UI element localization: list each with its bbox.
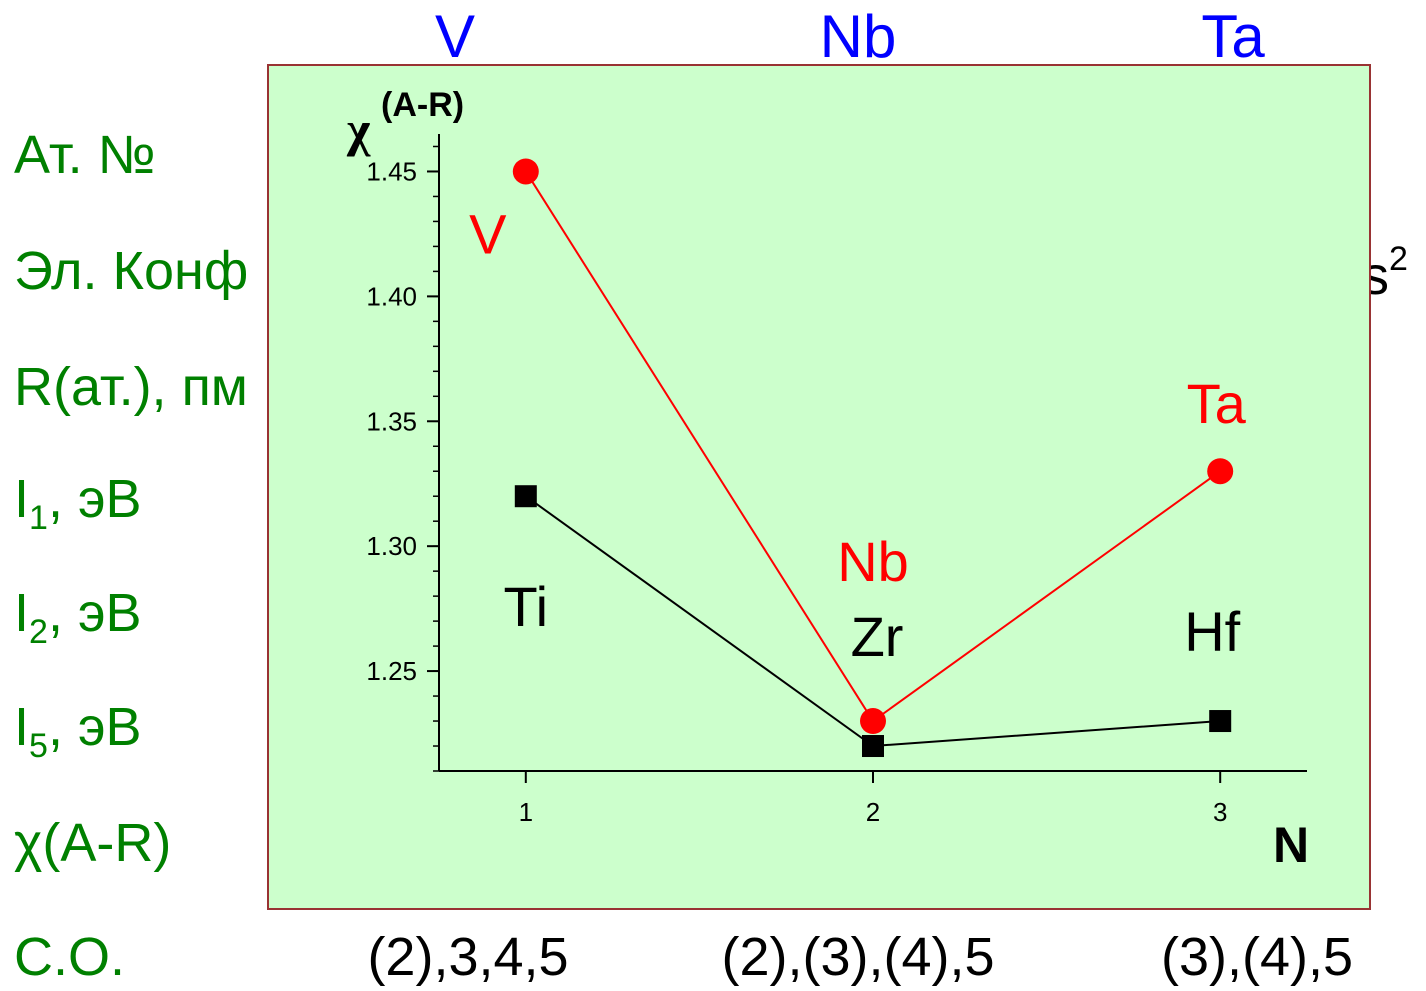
oxidation-states-v: (2),3,4,5	[367, 927, 569, 987]
y-tick-label: 1.45	[366, 156, 417, 186]
column-header-v: V	[434, 3, 476, 70]
point-label-ta: Ta	[1187, 372, 1247, 435]
electronegativity-chart: 1.25 1.30 1.35 1.40 1.45 1 2 3 χ (A-R) N V Nb Ta Ti Zr H…	[346, 86, 1309, 873]
data-point-v	[512, 158, 539, 185]
point-label-zr: Zr	[851, 605, 904, 668]
row-label-atomic-number: Ат. №	[14, 125, 156, 185]
y-axis-label: χ	[346, 101, 371, 157]
y-tick-label: 1.40	[366, 281, 417, 311]
x-tick-label: 1	[519, 797, 533, 827]
point-label-nb: Nb	[837, 530, 909, 593]
row-label-i5: I5, эВ	[14, 697, 142, 765]
data-point-nb	[860, 708, 886, 735]
oxidation-states-ta: (3),(4),5	[1160, 927, 1354, 987]
x-tick-label: 2	[866, 797, 880, 827]
x-axis-label: N	[1273, 817, 1309, 873]
data-point-hf	[1209, 710, 1232, 733]
oxidation-states-nb: (2),(3),(4),5	[721, 927, 995, 987]
column-header-nb: Nb	[819, 3, 897, 70]
y-tick-label: 1.35	[366, 406, 417, 436]
y-tick-label: 1.25	[366, 656, 417, 686]
column-header-ta: Ta	[1201, 3, 1265, 70]
data-point-ti	[514, 485, 537, 508]
data-point-ta	[1207, 458, 1234, 485]
x-tick-label: 3	[1213, 797, 1227, 827]
row-label-electronegativity: χ(A-R)	[14, 813, 172, 873]
point-label-v: V	[469, 202, 507, 265]
data-point-zr	[862, 735, 884, 758]
row-label-i1: I1, эВ	[14, 469, 142, 537]
row-label-oxidation-states: С.О.	[14, 927, 126, 987]
chart-panel: 1.25 1.30 1.35 1.40 1.45 1 2 3 χ (A-R) N V Nb Ta Ti Zr H…	[267, 64, 1371, 910]
point-label-hf: Hf	[1184, 600, 1240, 663]
y-tick-label: 1.30	[366, 531, 417, 561]
y-axis-label-superscript: (A-R)	[381, 86, 464, 124]
point-label-ti: Ti	[504, 575, 549, 638]
row-label-atomic-radius: R(ат.), пм	[14, 357, 248, 417]
row-label-i2: I2, эВ	[14, 583, 142, 651]
row-label-electron-config: Эл. Конф	[14, 241, 249, 301]
